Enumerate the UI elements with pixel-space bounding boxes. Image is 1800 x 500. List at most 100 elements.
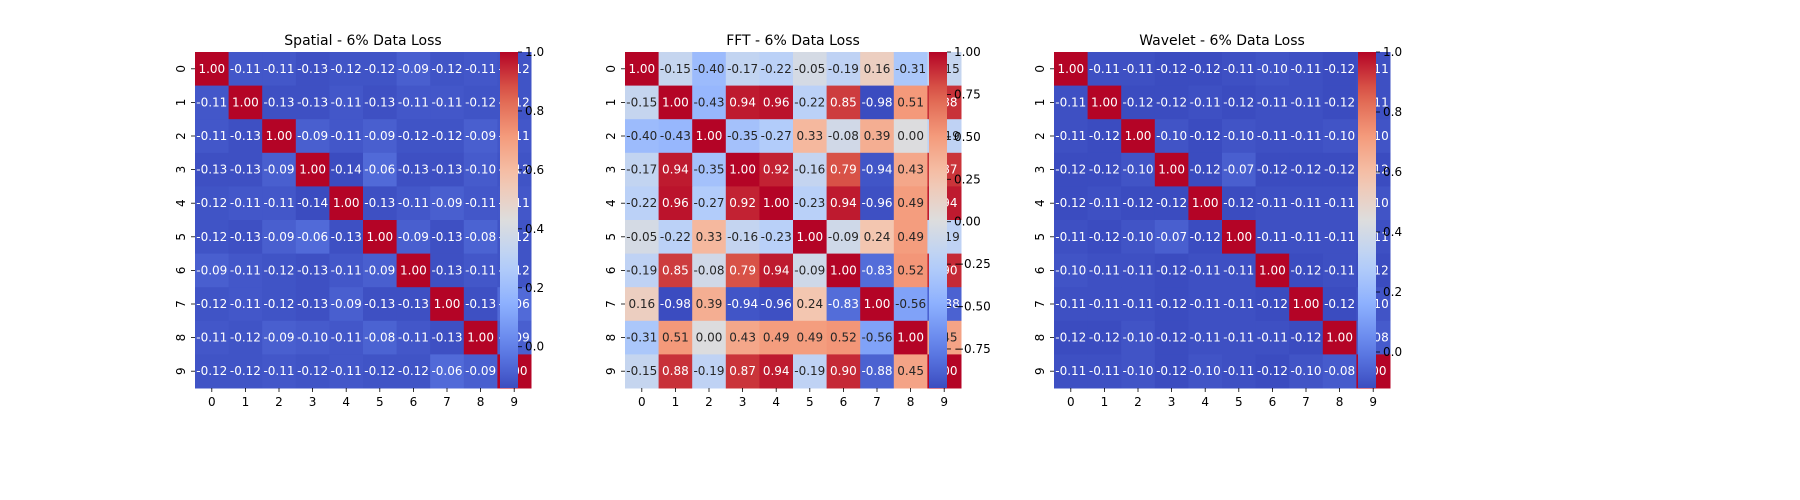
heatmap-cell <box>1188 52 1223 87</box>
heatmap-cell <box>195 253 230 288</box>
x-tick-label: 6 <box>410 395 418 409</box>
heatmap-cell <box>1154 186 1189 221</box>
x-tick-label: 9 <box>940 395 948 409</box>
heatmap-cell <box>329 253 364 288</box>
heatmap-cell <box>228 52 263 87</box>
x-tick-label: 2 <box>1134 395 1142 409</box>
cell-value-label: -0.12 <box>1190 62 1221 76</box>
cell-value-label: -0.06 <box>297 230 328 244</box>
heatmap-cell <box>692 354 727 389</box>
heatmap-cell <box>262 186 297 221</box>
cell-value-label: 0.79 <box>729 263 756 277</box>
colorbar-tick-label: 0.25 <box>954 172 981 186</box>
y-tick-label: 3 <box>1033 166 1047 174</box>
cell-value-label: -0.11 <box>263 196 294 210</box>
heatmap-cell <box>1222 253 1257 288</box>
heatmap-cell <box>1121 152 1156 187</box>
heatmap-cell <box>625 253 660 288</box>
heatmap-cell <box>793 186 828 221</box>
heatmap-cell <box>725 52 760 87</box>
heatmap-cell <box>262 287 297 322</box>
heatmap-cell <box>295 119 330 154</box>
cell-value-label: -0.11 <box>398 95 429 109</box>
heatmap-cell <box>625 119 660 154</box>
heatmap-cell <box>826 52 861 87</box>
heatmap-cell <box>1289 354 1324 389</box>
heatmap-cell <box>1087 152 1122 187</box>
heatmap-cell <box>329 119 364 154</box>
heatmap-cell <box>228 354 263 389</box>
cell-value-label: 1.00 <box>1293 297 1320 311</box>
heatmap-cell <box>1054 119 1089 154</box>
cell-value-label: -0.43 <box>660 129 691 143</box>
heatmap-cell <box>1255 119 1290 154</box>
cell-value-label: -0.11 <box>230 196 261 210</box>
heatmap-cell <box>1087 220 1122 255</box>
heatmap-cell <box>860 52 895 87</box>
cell-value-label: -0.08 <box>828 129 859 143</box>
cell-value-label: -0.11 <box>465 62 496 76</box>
heatmap-cell <box>793 52 828 87</box>
cell-value-label: -0.12 <box>364 62 395 76</box>
cell-value-label: -0.23 <box>794 196 825 210</box>
cell-value-label: -0.19 <box>626 263 657 277</box>
cell-value-label: -0.12 <box>1122 95 1153 109</box>
y-tick-label: 0 <box>174 65 188 73</box>
heatmap-cell <box>1121 186 1156 221</box>
cell-value-label: -0.56 <box>861 331 892 345</box>
heatmap-cell <box>725 119 760 154</box>
cell-value-label: -0.12 <box>1055 196 1086 210</box>
wavelet-heatmap-panel: Wavelet - 6% Data Loss 1.00 -0.11 -0.11 -0.… <box>1033 33 1402 409</box>
x-tick-label: 2 <box>705 395 713 409</box>
heatmap-cell <box>396 287 431 322</box>
heatmap-cell <box>1154 320 1189 355</box>
cell-value-label: 1.00 <box>467 331 494 345</box>
heatmap-cell <box>1289 85 1324 120</box>
heatmap-cell <box>725 354 760 389</box>
cell-value-label: 0.92 <box>763 163 790 177</box>
x-tick-label: 0 <box>208 395 216 409</box>
heatmap-cell <box>1188 320 1223 355</box>
cell-value-label: 0.88 <box>662 364 689 378</box>
cell-value-label: -0.07 <box>1156 230 1187 244</box>
x-tick-label: 1 <box>242 395 250 409</box>
heatmap-cell <box>658 152 693 187</box>
heatmap-cell <box>396 253 431 288</box>
cell-value-label: -0.11 <box>1089 364 1120 378</box>
cell-value-label: -0.10 <box>1324 129 1355 143</box>
heatmap-cell <box>430 152 465 187</box>
colorbar-tick-label: 0.00 <box>954 215 981 229</box>
fft-heatmap-panel: FFT - 6% Data Loss 1.00 -0.15 -0.40 -0.17 -0… <box>604 33 991 409</box>
cell-value-label: -0.22 <box>660 230 691 244</box>
heatmap-cell <box>1322 186 1357 221</box>
heatmap-cell <box>1289 186 1324 221</box>
heatmap-cell <box>625 320 660 355</box>
y-tick-label: 7 <box>1033 300 1047 308</box>
y-tick-label: 6 <box>174 267 188 275</box>
cell-value-label: -0.12 <box>230 364 261 378</box>
heatmap-cell <box>725 287 760 322</box>
heatmap-cell <box>396 85 431 120</box>
heatmap-cell <box>396 354 431 389</box>
heatmap-cell <box>195 320 230 355</box>
heatmap-cell <box>692 52 727 87</box>
heatmap-cell <box>1322 119 1357 154</box>
heatmap-cell <box>228 119 263 154</box>
heatmap-cell <box>228 186 263 221</box>
x-tick-label: 4 <box>342 395 350 409</box>
cell-value-label: -0.11 <box>230 62 261 76</box>
heatmap-cell <box>1188 152 1223 187</box>
cell-value-label: -0.10 <box>1122 331 1153 345</box>
heatmap-cell <box>228 253 263 288</box>
cell-value-label: -0.12 <box>1223 196 1254 210</box>
heatmap-cell <box>329 354 364 389</box>
cell-value-label: -0.08 <box>465 230 496 244</box>
x-tick-label: 8 <box>477 395 485 409</box>
heatmap-cell <box>195 52 230 87</box>
cell-value-label: -0.13 <box>297 297 328 311</box>
cell-value-label: 1.00 <box>830 263 857 277</box>
cell-value-label: -0.11 <box>1055 230 1086 244</box>
cell-value-label: 0.39 <box>864 129 891 143</box>
heatmap-cell <box>1054 52 1089 87</box>
heatmap-cell <box>1188 119 1223 154</box>
